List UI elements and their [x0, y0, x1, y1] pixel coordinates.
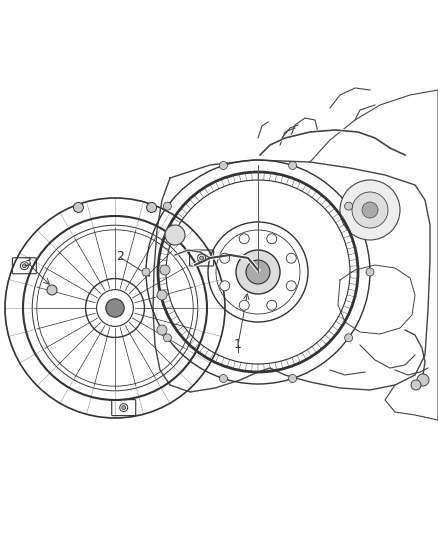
- Circle shape: [220, 281, 230, 291]
- Circle shape: [286, 253, 296, 263]
- Text: 1: 1: [234, 338, 242, 351]
- Circle shape: [239, 300, 249, 310]
- Circle shape: [236, 250, 280, 294]
- Circle shape: [289, 161, 297, 169]
- Circle shape: [157, 325, 167, 335]
- Circle shape: [220, 253, 230, 263]
- Circle shape: [366, 268, 374, 276]
- Circle shape: [165, 225, 185, 245]
- Circle shape: [340, 180, 400, 240]
- Circle shape: [142, 268, 150, 276]
- Circle shape: [200, 256, 204, 260]
- Circle shape: [286, 281, 296, 291]
- Circle shape: [411, 380, 421, 390]
- Circle shape: [163, 202, 171, 210]
- Circle shape: [417, 374, 429, 386]
- Circle shape: [219, 375, 227, 383]
- Circle shape: [157, 290, 167, 300]
- Circle shape: [267, 300, 277, 310]
- Circle shape: [21, 262, 28, 270]
- Text: 3: 3: [23, 255, 31, 269]
- Circle shape: [47, 285, 57, 295]
- Circle shape: [267, 234, 277, 244]
- Circle shape: [163, 334, 171, 342]
- Text: 2: 2: [116, 251, 124, 263]
- Circle shape: [147, 203, 157, 213]
- Circle shape: [219, 161, 227, 169]
- Circle shape: [74, 203, 83, 213]
- Circle shape: [246, 260, 270, 284]
- Circle shape: [198, 254, 205, 262]
- Circle shape: [120, 403, 128, 411]
- Circle shape: [352, 192, 388, 228]
- Circle shape: [289, 375, 297, 383]
- Circle shape: [22, 264, 26, 268]
- Circle shape: [345, 202, 353, 210]
- Circle shape: [160, 265, 170, 275]
- Circle shape: [345, 334, 353, 342]
- Circle shape: [122, 406, 126, 410]
- Circle shape: [239, 234, 249, 244]
- Circle shape: [362, 202, 378, 218]
- Circle shape: [106, 299, 124, 317]
